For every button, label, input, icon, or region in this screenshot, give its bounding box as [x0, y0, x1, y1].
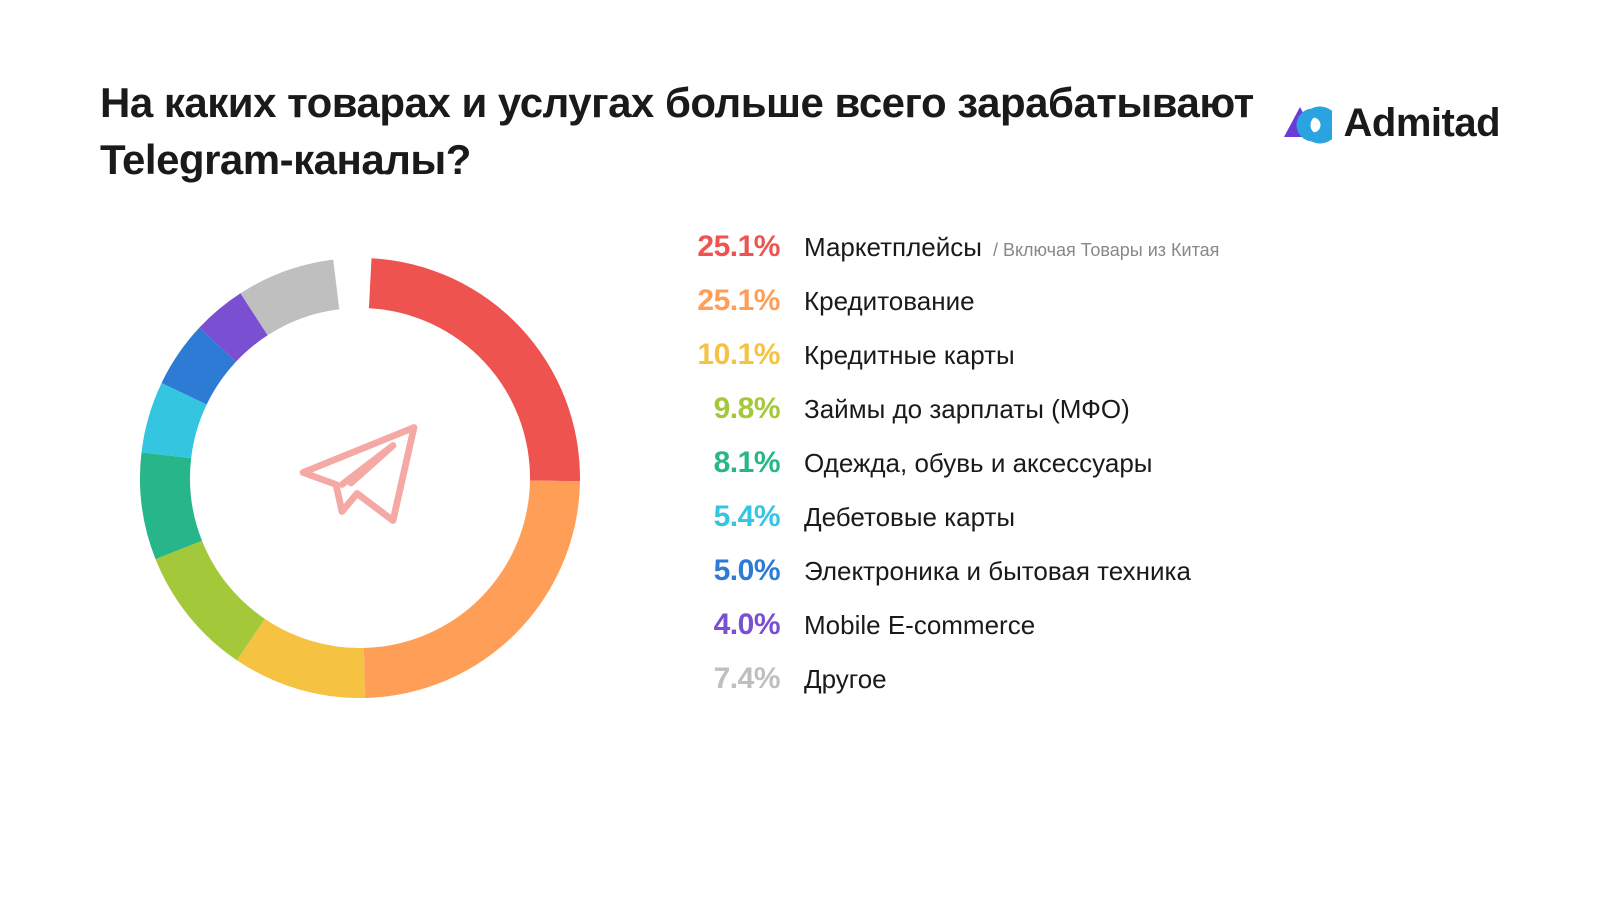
legend-label-text: Кредитные карты	[804, 340, 1015, 370]
legend-row: 7.4% Другое	[670, 662, 1219, 696]
telegram-icon	[285, 401, 435, 556]
legend-row: 8.1% Одежда, обувь и аксессуары	[670, 446, 1219, 480]
infographic-container: На каких товарах и услугах больше всего …	[0, 0, 1600, 900]
legend-percent: 5.0%	[670, 554, 780, 588]
legend-label-text: Маркетплейсы	[804, 232, 982, 262]
donut-segment-3	[156, 541, 265, 661]
legend-percent: 4.0%	[670, 608, 780, 642]
legend-label-text: Mobile E-commerce	[804, 610, 1035, 640]
legend-label: Кредитные карты	[804, 340, 1015, 371]
admitad-logo-icon	[1276, 95, 1332, 151]
legend-percent: 10.1%	[670, 338, 780, 372]
legend-percent: 25.1%	[670, 230, 780, 264]
legend-label-text: Дебетовые карты	[804, 502, 1015, 532]
legend-label: Mobile E-commerce	[804, 610, 1035, 641]
legend-row: 5.4% Дебетовые карты	[670, 500, 1219, 534]
legend-percent: 8.1%	[670, 446, 780, 480]
legend-label: Электроника и бытовая техника	[804, 556, 1191, 587]
legend-note: / Включая Товары из Китая	[988, 240, 1219, 260]
legend-row: 9.8% Займы до зарплаты (МФО)	[670, 392, 1219, 426]
legend-percent: 7.4%	[670, 662, 780, 696]
brand-logo-text: Admitad	[1344, 101, 1501, 146]
header: На каких товарах и услугах больше всего …	[100, 75, 1500, 188]
legend-row: 4.0% Mobile E-commerce	[670, 608, 1219, 642]
legend-label-text: Одежда, обувь и аксессуары	[804, 448, 1152, 478]
legend-label: Маркетплейсы / Включая Товары из Китая	[804, 232, 1219, 263]
legend-label: Дебетовые карты	[804, 502, 1015, 533]
legend-percent: 9.8%	[670, 392, 780, 426]
legend-row: 10.1% Кредитные карты	[670, 338, 1219, 372]
donut-chart	[130, 248, 590, 708]
legend-label-text: Займы до зарплаты (МФО)	[804, 394, 1130, 424]
legend-percent: 25.1%	[670, 284, 780, 318]
legend-label-text: Кредитование	[804, 286, 975, 316]
donut-segment-4	[140, 453, 202, 560]
brand-logo: Admitad	[1276, 75, 1501, 151]
content: 25.1%Маркетплейсы / Включая Товары из Ки…	[100, 248, 1500, 708]
legend-row: 5.0% Электроника и бытовая техника	[670, 554, 1219, 588]
page-title: На каких товарах и услугах больше всего …	[100, 75, 1276, 188]
legend-row: 25.1% Кредитование	[670, 284, 1219, 318]
legend-label: Займы до зарплаты (МФО)	[804, 394, 1130, 425]
legend-label: Одежда, обувь и аксессуары	[804, 448, 1152, 479]
legend: 25.1% Маркетплейсы / Включая Товары из Ки…	[670, 230, 1219, 696]
legend-label: Кредитование	[804, 286, 975, 317]
legend-label-text: Другое	[804, 664, 887, 694]
legend-percent: 5.4%	[670, 500, 780, 534]
legend-label-text: Электроника и бытовая техника	[804, 556, 1191, 586]
legend-row: 25.1% Маркетплейсы / Включая Товары из Ки…	[670, 230, 1219, 264]
legend-label: Другое	[804, 664, 887, 695]
